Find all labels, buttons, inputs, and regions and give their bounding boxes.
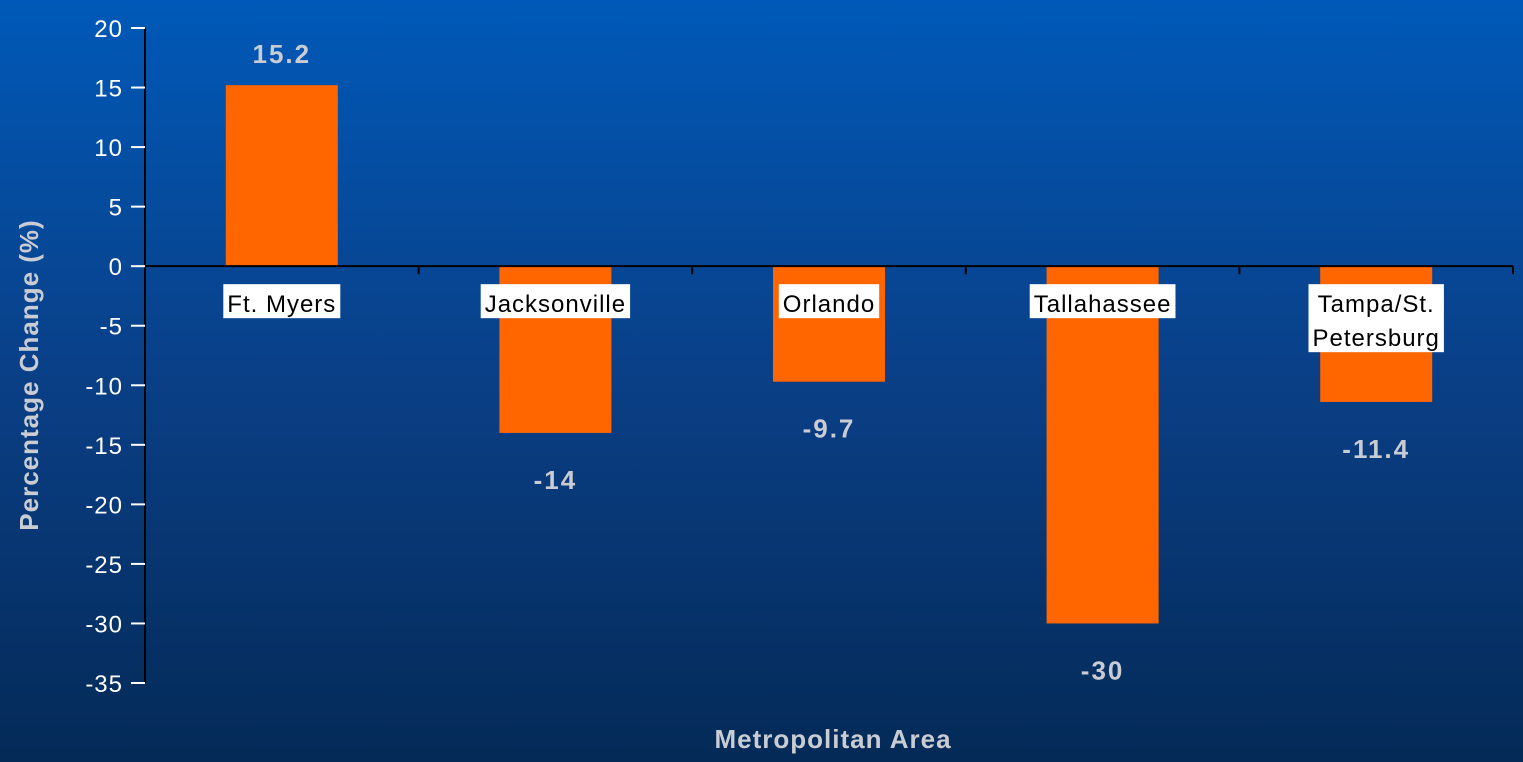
category-label-text: Petersburg [1312,325,1439,352]
category-label: Tampa/St. Petersburg [1308,284,1444,353]
data-label: -11.4 [1342,434,1410,464]
data-label: -9.7 [803,414,856,444]
y-tick-label: -5 [100,314,123,341]
category-label-text: Tampa/St. [1318,291,1435,318]
bar [225,85,338,267]
data-label: 15.2 [252,39,311,69]
category-label-box [1029,284,1176,319]
data-label: -14 [534,465,578,495]
data-labels: 15.2 -14 -9.7 -30 -11.4 [252,39,1410,685]
data-label: -30 [1081,655,1125,685]
x-axis-title: Metropolitan Area [714,724,951,754]
category-labels: Ft. Myers Jacksonville Orlando Tallahassee T… [223,284,1444,353]
y-axis: 20 15 10 5 0 -5 -10 -15 -20 -25 -30 -35 [85,16,146,698]
y-tick-label: -25 [85,552,123,579]
category-label-text: Tallahassee [1034,291,1172,318]
y-tick-label: 10 [94,135,123,162]
category-label-text: Orlando [783,291,875,318]
category-label: Orlando [778,284,880,319]
y-tick-label: -35 [85,671,123,698]
y-tick-label: 15 [94,76,123,103]
y-tick-label: 0 [109,254,123,281]
x-axis [145,265,1514,275]
y-tick-label: -20 [85,492,123,519]
category-label-text: Jacksonville [485,291,626,318]
y-axis-title: Percentage Change (%) [14,219,44,530]
category-label-box [480,284,631,319]
bars-group [225,85,1433,624]
y-tick-label: -10 [85,373,123,400]
category-label-box [778,284,880,319]
category-label-box [223,284,341,319]
y-tick-label: 20 [94,16,123,43]
category-label: Jacksonville [480,284,631,319]
bar [773,266,885,382]
bar [1046,266,1159,624]
category-label-text: Ft. Myers [227,291,336,318]
category-label: Ft. Myers [223,284,341,319]
y-tick-label: -30 [85,611,123,638]
category-label-box [1308,284,1444,353]
y-tick-label: 5 [109,195,123,222]
category-label: Tallahassee [1029,284,1176,319]
y-tick-label: -15 [85,433,123,460]
